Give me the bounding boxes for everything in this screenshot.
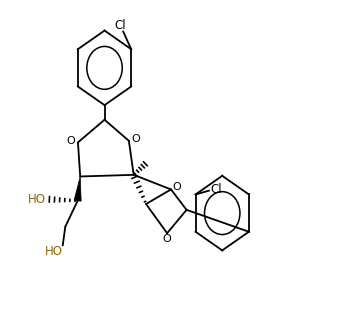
Text: O: O xyxy=(163,234,171,244)
Text: O: O xyxy=(132,134,140,144)
Text: HO: HO xyxy=(45,245,63,258)
Text: O: O xyxy=(172,182,181,192)
Text: O: O xyxy=(66,136,75,146)
Text: Cl: Cl xyxy=(114,19,126,32)
Text: HO: HO xyxy=(28,193,46,206)
Text: Cl: Cl xyxy=(210,183,222,197)
Polygon shape xyxy=(74,177,81,201)
